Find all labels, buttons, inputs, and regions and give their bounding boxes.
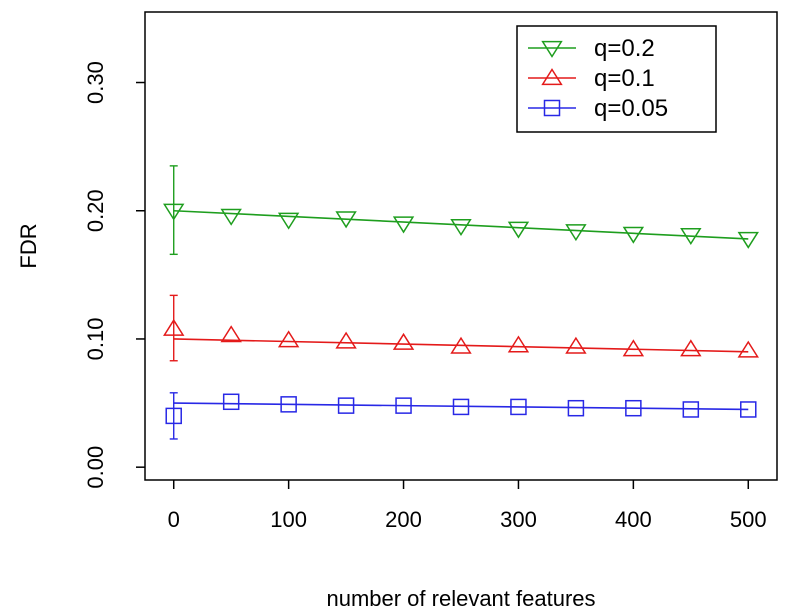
data-point <box>280 396 297 413</box>
legend: q=0.2 q=0.1 q=0.05 <box>516 25 717 133</box>
data-point <box>567 399 585 417</box>
series-trend-line <box>173 402 749 411</box>
legend-label: q=0.1 <box>594 65 655 92</box>
data-point <box>737 231 759 249</box>
x-tick-label: 300 <box>500 507 537 532</box>
data-point <box>277 212 300 230</box>
legend-label: q=0.2 <box>594 35 655 62</box>
plot-frame <box>144 11 778 481</box>
y-axis-title: FDR <box>16 223 41 268</box>
series-trend-line <box>173 209 749 240</box>
data-point <box>392 216 415 234</box>
axes: number of relevant features FDR 0 100 200 3… <box>16 11 778 611</box>
legend-label: q=0.05 <box>594 95 668 122</box>
y-tick-label: 0.30 <box>83 61 108 104</box>
legend-marker <box>541 40 563 58</box>
data-point <box>622 226 645 244</box>
data-point <box>395 397 412 414</box>
x-tick-label: 100 <box>270 507 307 532</box>
data-point <box>452 398 470 416</box>
data-point <box>740 401 757 418</box>
data-point <box>507 221 530 239</box>
data-point <box>682 401 700 418</box>
x-tick-label: 400 <box>615 507 652 532</box>
x-axis-title: number of relevant features <box>326 586 595 611</box>
series-trend-line <box>173 338 749 353</box>
plot-area <box>163 165 759 440</box>
data-point <box>450 336 472 354</box>
data-point <box>335 211 357 229</box>
data-point <box>163 318 185 336</box>
data-point <box>625 399 642 417</box>
data-point <box>737 340 759 358</box>
y-tick-label: 0.00 <box>83 446 108 489</box>
data-point <box>220 208 242 226</box>
data-point <box>165 407 182 425</box>
data-point <box>220 325 242 343</box>
y-tick-label: 0.10 <box>83 318 108 361</box>
x-tick-label: 0 <box>168 507 180 532</box>
data-point <box>277 330 300 348</box>
data-point <box>622 339 645 357</box>
data-point <box>335 331 357 349</box>
x-tick-label: 500 <box>730 507 767 532</box>
data-point <box>507 335 530 353</box>
data-point <box>337 397 355 414</box>
y-tick-label: 0.20 <box>83 189 108 232</box>
legend-marker <box>541 68 563 86</box>
x-tick-label: 200 <box>385 507 422 532</box>
data-point <box>392 332 415 350</box>
data-point <box>680 339 702 357</box>
legend-marker <box>543 99 561 117</box>
data-point <box>450 219 472 237</box>
data-point <box>222 393 240 411</box>
data-point <box>510 398 527 416</box>
legend-box <box>516 25 717 133</box>
data-point <box>163 203 185 221</box>
data-point <box>565 224 587 242</box>
data-point <box>680 227 702 246</box>
data-point <box>565 336 587 354</box>
